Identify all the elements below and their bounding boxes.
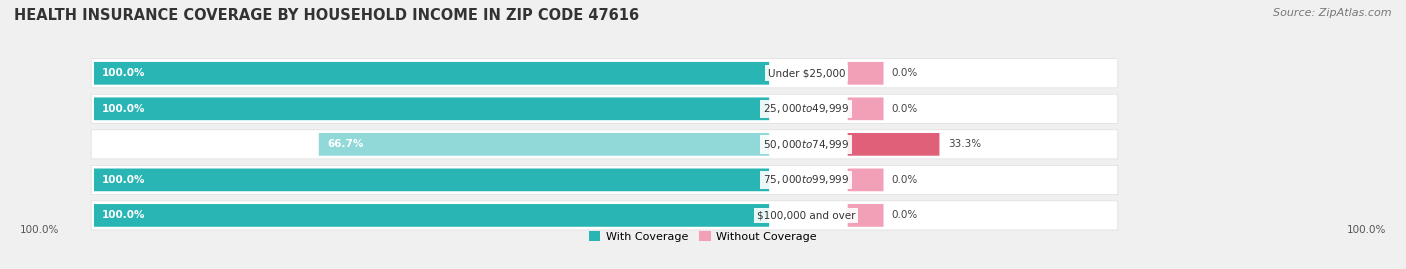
Text: $75,000 to $99,999: $75,000 to $99,999 bbox=[763, 174, 849, 186]
FancyBboxPatch shape bbox=[848, 204, 883, 227]
Text: $100,000 and over: $100,000 and over bbox=[756, 210, 856, 220]
FancyBboxPatch shape bbox=[848, 168, 883, 191]
Legend: With Coverage, Without Coverage: With Coverage, Without Coverage bbox=[585, 227, 821, 246]
Text: 0.0%: 0.0% bbox=[891, 104, 918, 114]
FancyBboxPatch shape bbox=[91, 201, 1118, 230]
Text: 0.0%: 0.0% bbox=[891, 175, 918, 185]
FancyBboxPatch shape bbox=[848, 133, 939, 156]
FancyBboxPatch shape bbox=[94, 168, 769, 191]
FancyBboxPatch shape bbox=[94, 62, 769, 85]
Text: $50,000 to $74,999: $50,000 to $74,999 bbox=[763, 138, 849, 151]
Text: 0.0%: 0.0% bbox=[891, 210, 918, 220]
FancyBboxPatch shape bbox=[91, 130, 1118, 159]
FancyBboxPatch shape bbox=[91, 59, 1118, 88]
Text: Source: ZipAtlas.com: Source: ZipAtlas.com bbox=[1274, 8, 1392, 18]
Text: 100.0%: 100.0% bbox=[1347, 225, 1386, 235]
Text: 0.0%: 0.0% bbox=[891, 68, 918, 78]
FancyBboxPatch shape bbox=[319, 133, 769, 156]
Text: HEALTH INSURANCE COVERAGE BY HOUSEHOLD INCOME IN ZIP CODE 47616: HEALTH INSURANCE COVERAGE BY HOUSEHOLD I… bbox=[14, 8, 640, 23]
Text: 33.3%: 33.3% bbox=[948, 139, 981, 149]
Text: 100.0%: 100.0% bbox=[103, 175, 146, 185]
Text: 100.0%: 100.0% bbox=[103, 104, 146, 114]
Text: Under $25,000: Under $25,000 bbox=[768, 68, 845, 78]
FancyBboxPatch shape bbox=[848, 62, 883, 85]
Text: 100.0%: 100.0% bbox=[103, 68, 146, 78]
FancyBboxPatch shape bbox=[91, 165, 1118, 194]
FancyBboxPatch shape bbox=[91, 94, 1118, 123]
FancyBboxPatch shape bbox=[94, 97, 769, 120]
Text: 100.0%: 100.0% bbox=[20, 225, 59, 235]
FancyBboxPatch shape bbox=[94, 204, 769, 227]
Text: 66.7%: 66.7% bbox=[328, 139, 363, 149]
FancyBboxPatch shape bbox=[848, 97, 883, 120]
Text: $25,000 to $49,999: $25,000 to $49,999 bbox=[763, 102, 849, 115]
Text: 100.0%: 100.0% bbox=[103, 210, 146, 220]
